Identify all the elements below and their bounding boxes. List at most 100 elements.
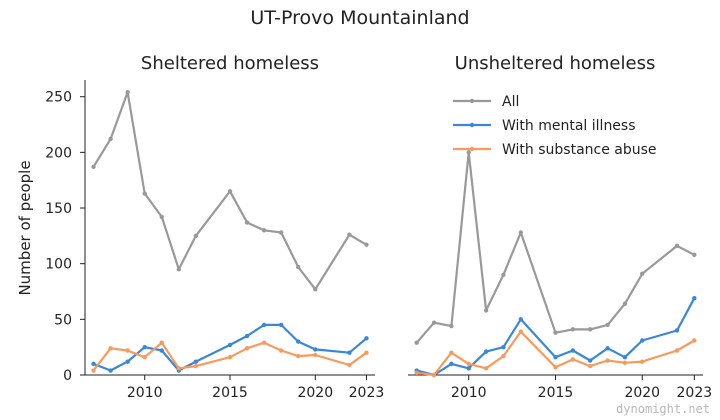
- data-point: [227, 342, 233, 348]
- data-point: [518, 329, 523, 334]
- data-point: [518, 230, 523, 235]
- legend-marker: [469, 146, 475, 152]
- data-point: [449, 350, 454, 355]
- data-point: [176, 366, 182, 371]
- data-point: [193, 233, 199, 239]
- data-point: [605, 358, 610, 363]
- legend: All With mental illness With substance abu…: [453, 94, 657, 158]
- data-point: [483, 366, 489, 371]
- data-point: [588, 358, 593, 363]
- data-point: [159, 214, 164, 220]
- data-point: [570, 348, 576, 353]
- data-point: [553, 354, 558, 360]
- data-point: [483, 349, 489, 354]
- data-point: [313, 287, 318, 292]
- data-point: [466, 150, 471, 155]
- data-point: [414, 340, 419, 345]
- series-line-with-mental-illness: [93, 323, 368, 372]
- data-point: [244, 220, 250, 225]
- data-point: [108, 136, 113, 142]
- data-point: [313, 352, 318, 358]
- data-point: [570, 327, 576, 332]
- series-with-substance-abuse: [414, 329, 697, 378]
- y-tick-label: 100: [45, 257, 72, 273]
- series-with-mental-illness: [414, 295, 697, 378]
- data-point: [91, 164, 96, 170]
- x-tick-label: 2015: [212, 385, 248, 401]
- x-tick-label: 2010: [451, 385, 487, 401]
- data-point: [674, 348, 680, 353]
- data-point: [244, 346, 250, 351]
- unsheltered-panel: Unsheltered homeless 2010 2015 2020 2023: [408, 53, 712, 401]
- data-point: [431, 320, 437, 325]
- legend-entry-all: All: [453, 94, 519, 110]
- data-point: [449, 361, 454, 367]
- legend-entry-with-mental-illness: With mental illness: [453, 118, 636, 134]
- data-point: [125, 359, 130, 364]
- y-tick-label: 50: [54, 312, 72, 328]
- data-point: [296, 339, 301, 344]
- data-point: [605, 346, 610, 351]
- data-point: [278, 230, 284, 235]
- data-point: [431, 372, 437, 378]
- data-point: [692, 295, 697, 301]
- data-point: [142, 354, 147, 360]
- data-point: [640, 271, 645, 276]
- data-point: [176, 267, 182, 272]
- data-point: [227, 189, 233, 194]
- series-with-mental-illness: [91, 322, 369, 373]
- data-point: [501, 344, 506, 350]
- y-tick-label: 150: [45, 201, 72, 217]
- data-point: [674, 328, 680, 333]
- data-point: [244, 333, 250, 339]
- data-point: [347, 350, 352, 355]
- data-point: [91, 361, 96, 367]
- y-tick-label: 250: [45, 90, 72, 106]
- data-point: [193, 363, 199, 369]
- data-point: [159, 348, 164, 353]
- data-point: [518, 317, 523, 322]
- data-point: [553, 330, 558, 335]
- data-point: [108, 346, 113, 351]
- legend-label: All: [502, 94, 519, 110]
- data-point: [414, 370, 419, 375]
- data-point: [278, 348, 284, 353]
- data-point: [91, 368, 96, 373]
- data-point: [193, 359, 199, 364]
- series-line-with-mental-illness: [416, 297, 696, 377]
- data-point: [159, 340, 164, 345]
- data-point: [466, 361, 471, 367]
- data-point: [227, 354, 233, 360]
- x-tick-label: 2010: [127, 385, 163, 401]
- data-point: [466, 366, 471, 371]
- data-point: [261, 228, 267, 233]
- data-point: [553, 365, 558, 370]
- legend-label: With substance abuse: [502, 142, 657, 158]
- data-point: [483, 308, 489, 313]
- data-point: [108, 368, 113, 373]
- x-tick-label: 2020: [624, 385, 660, 401]
- data-point: [588, 363, 593, 369]
- data-point: [605, 322, 610, 328]
- legend-entry-with-substance-abuse: With substance abuse: [453, 142, 657, 158]
- data-point: [125, 348, 130, 353]
- data-point: [501, 353, 506, 359]
- data-point: [261, 322, 267, 328]
- data-point: [622, 301, 628, 306]
- sheltered-panel: Sheltered homeless 2010 2015 2020 2023 0 50 100…: [45, 53, 384, 401]
- data-point: [622, 360, 628, 365]
- x-tick-label: 2023: [349, 385, 385, 401]
- data-point: [296, 264, 301, 270]
- y-tick-label: 200: [45, 145, 72, 161]
- x-tick-label: 2015: [538, 385, 574, 401]
- watermark: dynomight.net: [616, 402, 710, 416]
- data-point: [313, 347, 318, 352]
- data-point: [692, 252, 697, 257]
- panel-title: Sheltered homeless: [141, 53, 319, 74]
- data-point: [570, 357, 576, 362]
- panel-title: Unsheltered homeless: [455, 53, 656, 74]
- data-point: [588, 327, 593, 332]
- x-tick-label: 2023: [677, 385, 713, 401]
- data-point: [640, 338, 645, 343]
